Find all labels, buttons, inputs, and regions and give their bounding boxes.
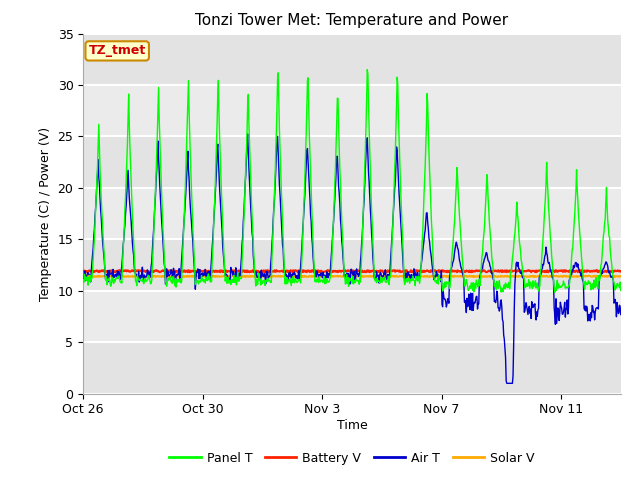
Bar: [83, 34, 621, 85]
Y-axis label: Temperature (C) / Power (V): Temperature (C) / Power (V): [39, 127, 52, 300]
X-axis label: Time: Time: [337, 419, 367, 432]
Bar: [83, 85, 621, 136]
Text: TZ_tmet: TZ_tmet: [88, 44, 146, 58]
Bar: [83, 240, 621, 291]
Bar: [83, 291, 621, 342]
Title: Tonzi Tower Met: Temperature and Power: Tonzi Tower Met: Temperature and Power: [195, 13, 509, 28]
Bar: [83, 188, 621, 240]
Legend: Panel T, Battery V, Air T, Solar V: Panel T, Battery V, Air T, Solar V: [164, 447, 540, 469]
Bar: [83, 342, 621, 394]
Bar: [83, 136, 621, 188]
